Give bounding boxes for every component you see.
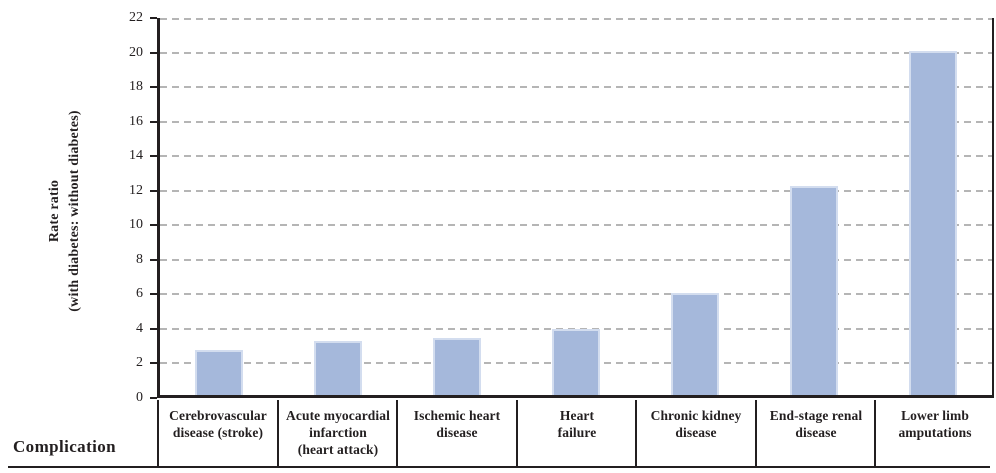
y-tick-label-6: 6 [136, 286, 143, 301]
y-tick-label-0: 0 [136, 390, 143, 405]
y-tick-label-22: 22 [129, 10, 143, 25]
bar-end-stage-renal-disease [790, 186, 838, 395]
x-category-label-line: amputations [898, 425, 972, 440]
bottom-rule [8, 466, 990, 468]
y-tick-22 [150, 17, 157, 19]
y-tick-4 [150, 328, 157, 330]
bar-lower-limb-amputations [909, 51, 957, 395]
x-category-label-line: Acute myocardial [286, 408, 390, 423]
x-category-cell-ischemic-heart-disease: Ischemic heart disease [396, 400, 516, 466]
y-axis-title-line1: Rate ratio [47, 179, 62, 243]
x-category-label-line: Heart [559, 408, 595, 423]
y-tick-18 [150, 86, 157, 88]
y-tick-label-10: 10 [129, 217, 143, 232]
bar-ischemic-heart-disease [433, 338, 481, 395]
gridline-18 [160, 86, 992, 88]
x-category-label-line: failure [557, 425, 597, 440]
bar-chronic-kidney-disease [671, 293, 719, 395]
x-category-cell-chronic-kidney-disease: Chronic kidney disease [635, 400, 755, 466]
y-tick-14 [150, 155, 157, 157]
y-axis-title: Rate ratio (with diabetes: without diabe… [45, 43, 87, 379]
plot-area [157, 18, 994, 398]
y-tick-12 [150, 190, 157, 192]
x-category-label-line: disease [795, 425, 837, 440]
gridline-10 [160, 224, 992, 226]
x-category-cell-cerebrovascular-disease-stroke: Cerebrovascular disease (stroke) [157, 400, 277, 466]
y-tick-8 [150, 259, 157, 261]
y-tick-20 [150, 52, 157, 54]
x-axis-title: Complication [13, 437, 117, 456]
y-axis-title-line2: (with diabetes: without diabetes) [67, 110, 82, 312]
y-tick-label-20: 20 [129, 45, 143, 60]
x-category-label-line: End-stage renal [769, 408, 863, 423]
gridline-12 [160, 190, 992, 192]
bar-heart-failure [552, 329, 600, 395]
x-category-label-line: disease (stroke) [172, 425, 264, 440]
y-tick-label-18: 18 [129, 79, 143, 94]
gridline-22 [160, 18, 992, 20]
x-category-label-line: Cerebrovascular [169, 408, 267, 423]
x-category-cell-acute-myocardial-infarction-heart-attack: Acute myocardial infarction (heart attack) [277, 400, 397, 466]
x-category-label-line: infarction [309, 425, 367, 440]
x-category-cell-heart-failure: Heart failure [516, 400, 636, 466]
bar-acute-myocardial-infarction-heart-attack [314, 341, 362, 395]
y-tick-16 [150, 121, 157, 123]
y-tick-2 [150, 362, 157, 364]
y-tick-label-16: 16 [129, 114, 143, 129]
gridline-16 [160, 121, 992, 123]
bar-cerebrovascular-disease-stroke [195, 350, 243, 395]
x-category-cell-lower-limb-amputations: Lower limb amputations [874, 400, 994, 466]
x-category-label-line: (heart attack) [297, 442, 379, 457]
gridline-6 [160, 293, 992, 295]
y-tick-0 [150, 397, 157, 399]
x-category-label-line: disease [675, 425, 717, 440]
y-tick-label-2: 2 [136, 355, 143, 370]
gridline-14 [160, 155, 992, 157]
y-tick-10 [150, 224, 157, 226]
y-tick-label-14: 14 [129, 148, 143, 163]
y-tick-6 [150, 293, 157, 295]
x-category-label-line: Lower limb [901, 408, 969, 423]
y-tick-label-12: 12 [129, 183, 143, 198]
y-tick-label-8: 8 [136, 252, 143, 267]
x-category-cell-end-stage-renal-disease: End-stage renal disease [755, 400, 875, 466]
x-category-label-line: disease [436, 425, 478, 440]
gridline-20 [160, 52, 992, 54]
y-tick-label-4: 4 [136, 321, 143, 336]
gridline-8 [160, 259, 992, 261]
x-category-label-line: Ischemic heart [413, 408, 501, 423]
x-category-label-line: Chronic kidney [650, 408, 742, 423]
